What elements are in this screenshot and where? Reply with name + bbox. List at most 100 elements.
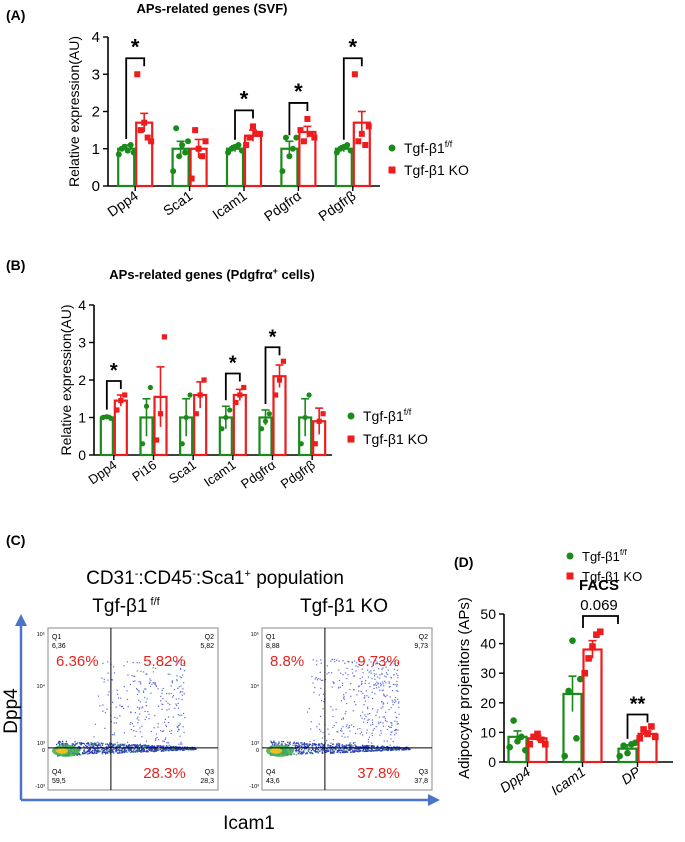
flow-event [284, 743, 286, 745]
flow-event [120, 744, 122, 746]
flow-event [102, 710, 104, 712]
flow-event [108, 691, 110, 693]
flow-event [76, 743, 78, 745]
panel-b-title-sup: + [273, 266, 278, 276]
flow-event [120, 744, 123, 747]
flow-event [358, 685, 360, 687]
flow-event [330, 752, 333, 754]
flow-event [130, 744, 133, 746]
y-axis-label: Relative expression(AU) [58, 305, 74, 456]
flow-event [358, 746, 360, 748]
flow-event [367, 746, 369, 748]
flow-event [375, 726, 377, 728]
point-control [262, 418, 269, 424]
flow-event [107, 752, 109, 754]
flow-event [118, 745, 121, 748]
flow-event [305, 753, 307, 755]
flow-event [322, 679, 324, 681]
flow-event [329, 748, 331, 750]
flow-event [373, 747, 375, 750]
flow-event [403, 748, 406, 750]
flow-event [153, 750, 155, 752]
y-tick-label: 3 [78, 335, 86, 351]
flow-event [336, 744, 338, 746]
flow-event [169, 703, 171, 706]
flow-y-tick-label: 10⁴ [251, 683, 260, 690]
flow-event [396, 748, 398, 750]
flow-event [95, 749, 97, 752]
flow-event [123, 732, 125, 734]
x-tick-label: Sca1 [166, 457, 199, 486]
flow-event [159, 746, 161, 749]
flow-event [156, 745, 158, 747]
flow-event [364, 748, 367, 751]
point-ko [122, 392, 128, 398]
panel-d-subtitle: 0.069 [580, 597, 618, 614]
flow-event [353, 689, 355, 691]
flow-event [144, 710, 146, 713]
flow-event [368, 671, 370, 673]
flow-event [165, 747, 168, 750]
flow-event [178, 724, 180, 726]
flow-event [125, 744, 128, 747]
flow-event [58, 742, 61, 744]
flow-event [288, 744, 290, 746]
flow-event [137, 750, 139, 752]
legend-ko-label: Tgf-β1 KO [363, 431, 428, 447]
y-tick-label: 40 [480, 636, 496, 652]
flow-event [159, 748, 162, 751]
flow-event [135, 750, 137, 752]
flow-event [332, 751, 334, 754]
flow-event [325, 740, 328, 742]
flow-event [359, 677, 361, 680]
flow-event [389, 726, 391, 728]
flow-event [91, 752, 93, 755]
point-ko [161, 334, 167, 340]
flow-event [71, 743, 73, 745]
flow-event [174, 748, 176, 750]
flow-event [161, 692, 163, 694]
flow-event [367, 741, 370, 743]
flow-event [292, 744, 294, 746]
flow-event [378, 716, 380, 718]
flow-event [368, 659, 370, 661]
flow-event [401, 749, 403, 751]
flow-event [108, 750, 110, 752]
flow-y-tick-label: 10³ [251, 741, 259, 747]
flow-event [121, 749, 123, 751]
flow-event [183, 693, 185, 695]
flow-event [356, 694, 358, 696]
flow-event [324, 678, 327, 681]
flow-event [360, 715, 362, 717]
flow-event [168, 748, 170, 750]
flow-event [342, 745, 345, 747]
flow-event [145, 740, 148, 742]
flow-event [151, 748, 154, 751]
flow-event [162, 747, 164, 750]
point-control [173, 125, 180, 132]
y-tick-label: 0 [92, 178, 100, 195]
flow-event [371, 742, 373, 744]
flow-x-axis-arrowhead [428, 794, 440, 806]
flow-event [130, 747, 132, 750]
flow-event [121, 747, 123, 750]
flow-event [312, 659, 314, 661]
flow-event [338, 679, 341, 682]
flow-event [348, 744, 350, 746]
flow-event [388, 681, 390, 683]
flow-event [358, 690, 360, 692]
flow-event [392, 704, 394, 706]
flow-event [394, 701, 396, 704]
x-tick-label: Icam1 [209, 187, 250, 222]
flow-event [273, 740, 275, 742]
flow-event [389, 696, 391, 698]
flow-event [365, 745, 368, 748]
flow-event [170, 749, 172, 751]
flow-y-tick-label: 0 [256, 748, 259, 754]
flow-event [322, 732, 324, 734]
flow-event [182, 746, 184, 748]
flow-event [72, 742, 74, 745]
flow-event [332, 709, 334, 711]
